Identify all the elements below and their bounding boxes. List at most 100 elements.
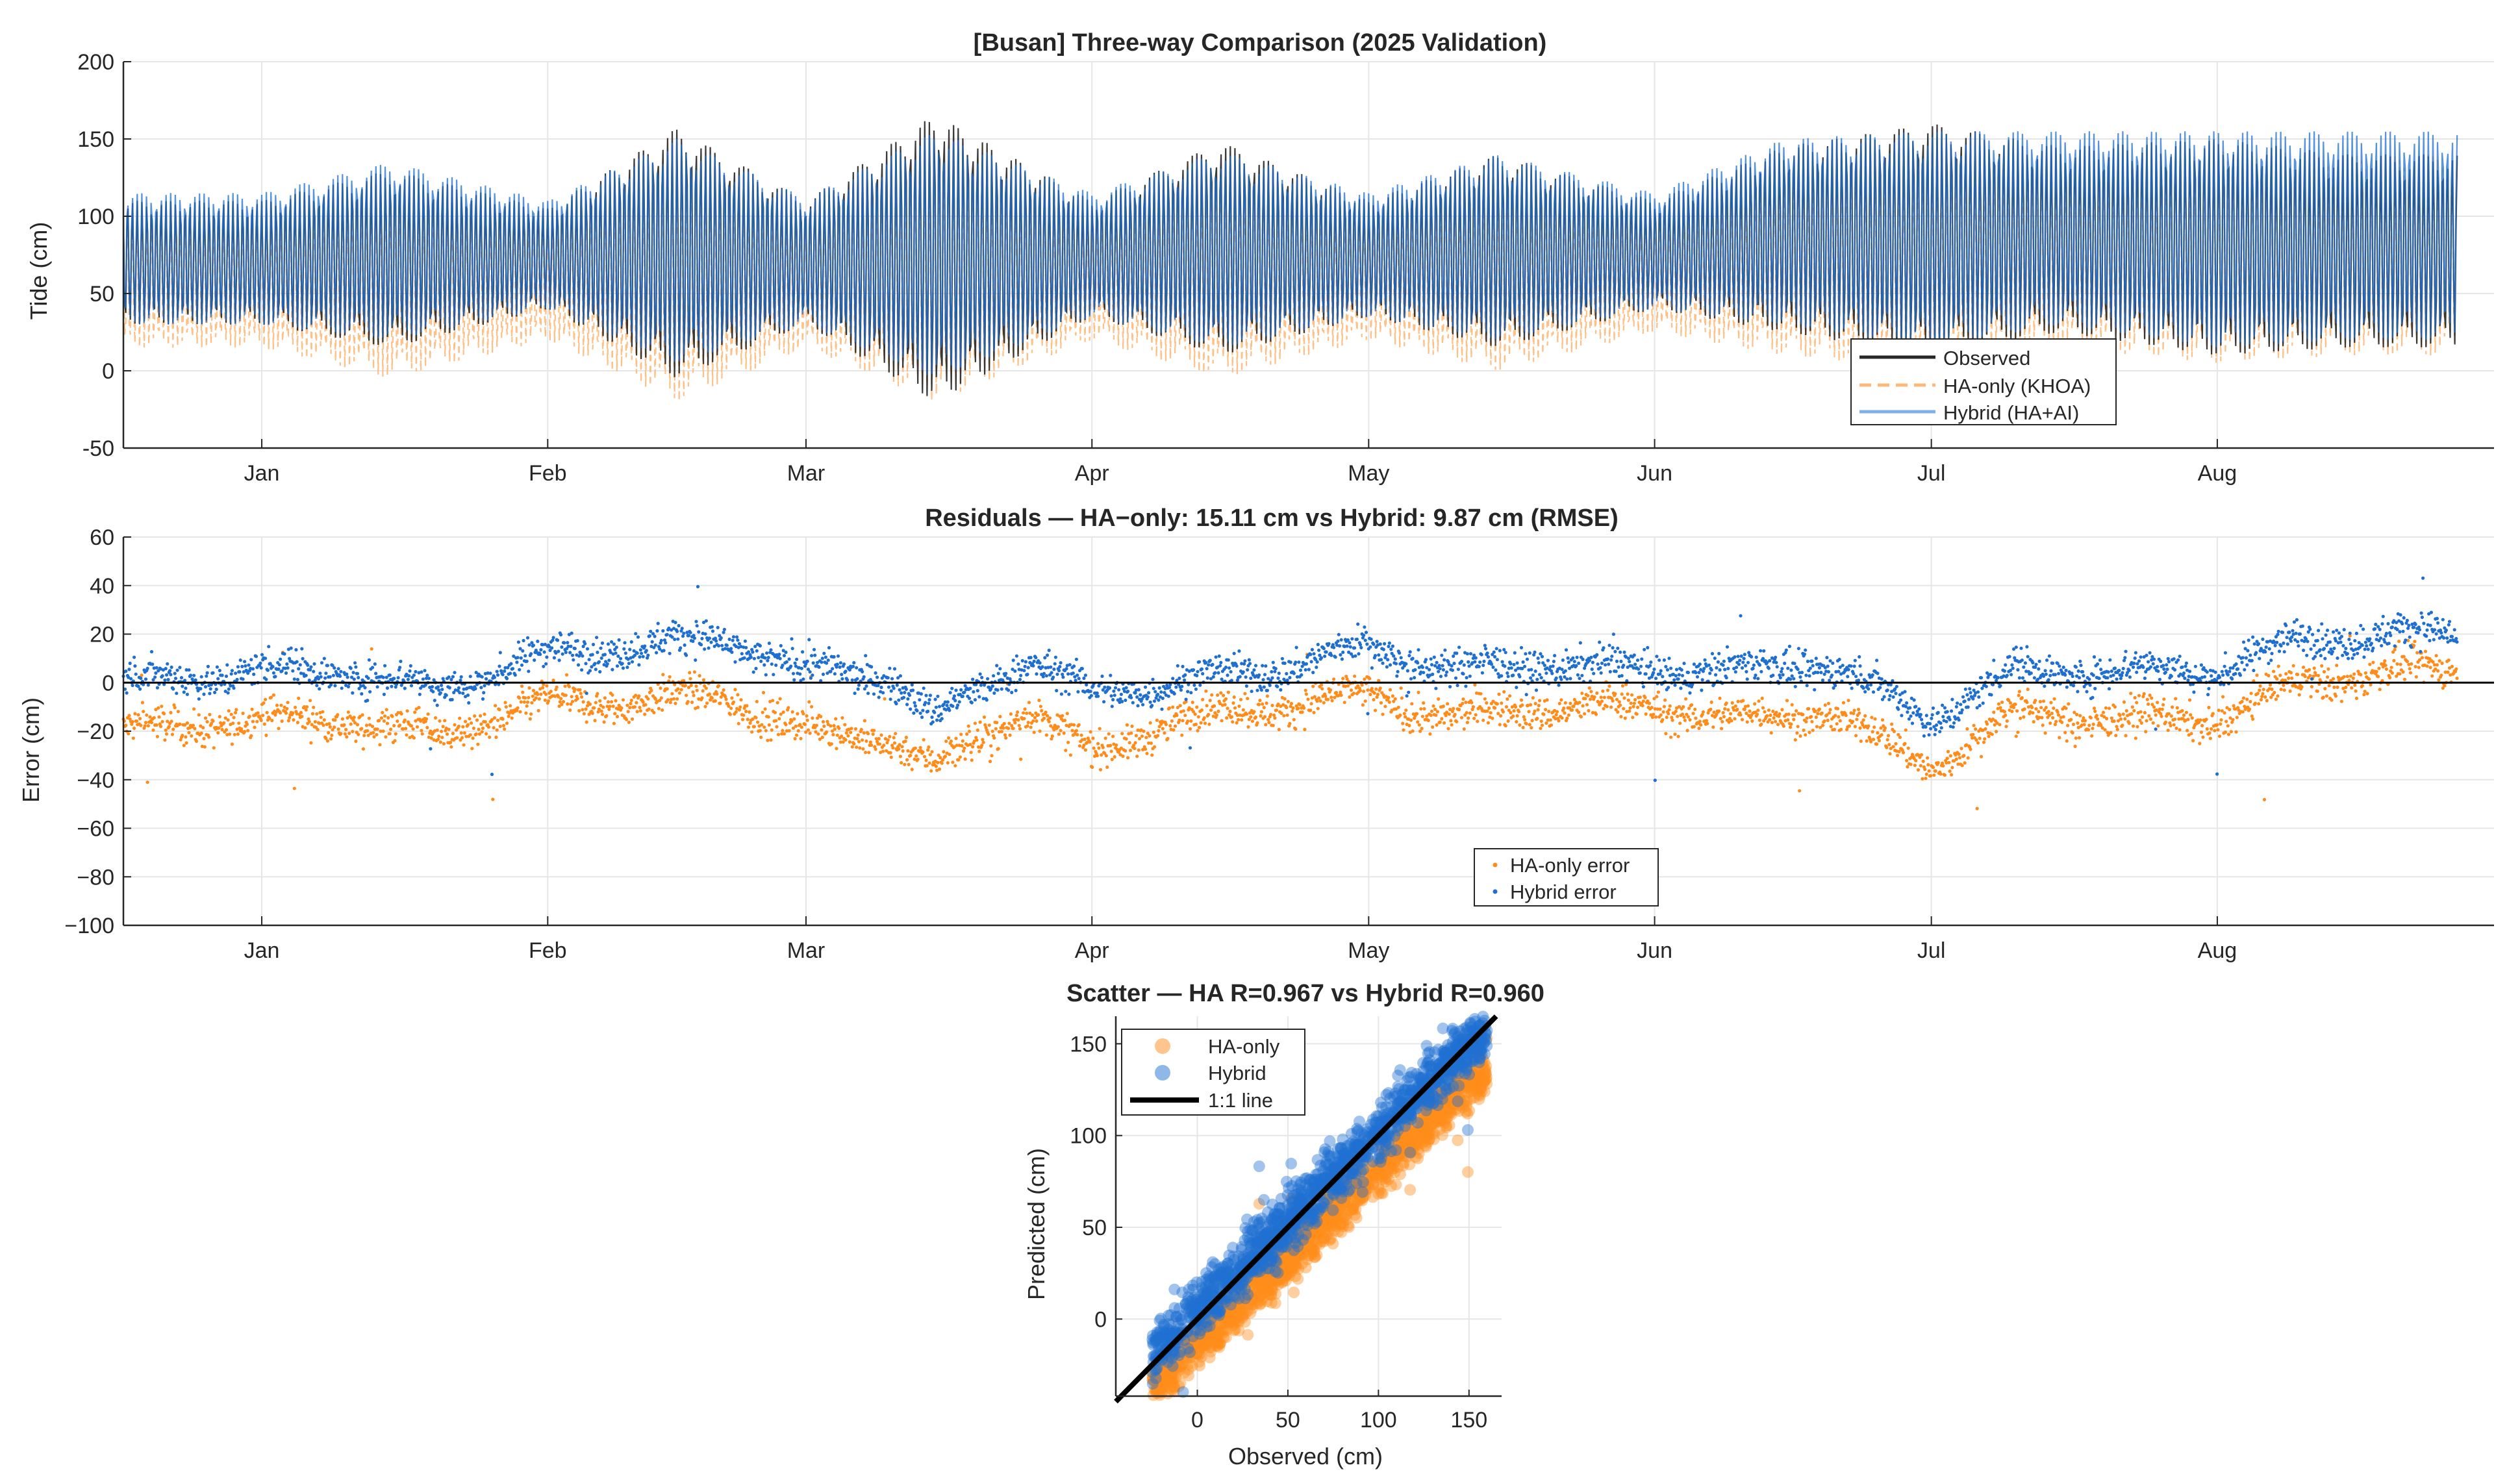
- residual-point-hybrid: [616, 654, 620, 658]
- residual-point-ha-only: [2186, 729, 2189, 732]
- residual-point-hybrid: [1682, 662, 1686, 666]
- residual-point-hybrid: [345, 672, 349, 676]
- residual-point-ha-only: [339, 732, 343, 736]
- residual-point-hybrid: [1828, 659, 1832, 663]
- residual-point-ha-only: [1686, 715, 1690, 719]
- residual-point-ha-only: [1709, 707, 1713, 711]
- residual-point-ha-only: [850, 745, 854, 749]
- residual-point-ha-only: [237, 721, 241, 725]
- residual-point-ha-only: [2255, 673, 2259, 677]
- residual-point-hybrid: [1587, 658, 1591, 662]
- residual-point-hybrid: [568, 651, 572, 655]
- residual-point-ha-only: [2005, 719, 2009, 723]
- residual-point-hybrid: [1089, 690, 1092, 694]
- residual-point-ha-only: [1504, 724, 1507, 728]
- residual-point-hybrid: [931, 720, 935, 724]
- residual-point-ha-only: [846, 734, 850, 738]
- residual-point-ha-only: [585, 720, 588, 724]
- residual-point-ha-only: [856, 733, 860, 737]
- residual-point-ha-only: [2264, 672, 2268, 676]
- residual-point-ha-only: [736, 693, 740, 697]
- residual-point-ha-only: [569, 702, 573, 706]
- residual-point-hybrid: [1450, 664, 1454, 668]
- residual-point-hybrid: [649, 644, 653, 649]
- residual-point-hybrid: [157, 669, 160, 673]
- residual-point-ha-only: [605, 705, 609, 708]
- residual-point-ha-only: [641, 700, 645, 704]
- residual-point-ha-only: [345, 735, 349, 739]
- residual-point-ha-only: [2401, 670, 2405, 674]
- residual-point-ha-only: [2148, 717, 2152, 721]
- residual-point-ha-only: [1398, 713, 1402, 717]
- residual-point-ha-only: [1091, 736, 1095, 740]
- residual-point-hybrid: [160, 674, 164, 678]
- residual-point-ha-only: [1377, 679, 1381, 682]
- residual-point-ha-only: [509, 704, 512, 708]
- residual-point-ha-only: [2343, 690, 2347, 694]
- residual-point-ha-only: [1072, 723, 1076, 727]
- residual-point-hybrid: [1744, 664, 1748, 668]
- residual-point-ha-only: [2217, 708, 2221, 712]
- residual-point-ha-only: [795, 733, 799, 737]
- residual-point-hybrid: [331, 673, 335, 677]
- residual-point-ha-only: [1215, 713, 1218, 717]
- residual-point-ha-only: [1044, 733, 1048, 737]
- residual-point-hybrid: [1552, 660, 1556, 664]
- residual-point-ha-only: [1808, 731, 1811, 734]
- residual-point-hybrid: [1796, 668, 1800, 671]
- residual-point-ha-only: [494, 704, 498, 708]
- residual-point-hybrid: [242, 670, 246, 674]
- residual-point-ha-only: [1205, 704, 1209, 708]
- residual-point-ha-only: [1231, 701, 1235, 705]
- residual-point-hybrid: [1519, 645, 1524, 650]
- residual-point-hybrid: [1261, 678, 1265, 682]
- residual-point-ha-only: [1249, 715, 1253, 719]
- residual-point-ha-only: [1570, 708, 1574, 712]
- residual-point-hybrid: [890, 677, 894, 681]
- residual-point-ha-only: [1496, 712, 1500, 716]
- residual-point-ha-only: [1258, 699, 1262, 703]
- residual-point-ha-only: [164, 728, 168, 732]
- residual-point-hybrid: [229, 672, 233, 676]
- residual-point-hybrid: [1131, 701, 1135, 705]
- residual-point-ha-only: [172, 703, 176, 707]
- residual-point-ha-only: [1767, 708, 1770, 712]
- residual-point-hybrid: [1208, 658, 1212, 662]
- residual-point-hybrid: [329, 683, 333, 687]
- residual-point-ha-only: [1109, 749, 1113, 753]
- residual-point-ha-only: [1111, 734, 1115, 738]
- residual-point-ha-only: [843, 723, 847, 727]
- residual-point-hybrid: [566, 641, 570, 645]
- residual-point-ha-only: [2274, 697, 2278, 701]
- residual-point-ha-only: [191, 723, 195, 727]
- residual-point-hybrid: [688, 631, 692, 634]
- residual-point-ha-only: [2059, 716, 2063, 719]
- residual-point-ha-only: [1903, 742, 1907, 745]
- residual-point-ha-only: [346, 710, 351, 714]
- residual-point-hybrid: [1280, 657, 1284, 660]
- residual-point-ha-only: [321, 723, 325, 727]
- residual-point-ha-only: [652, 710, 656, 714]
- residual-point-ha-only: [748, 721, 752, 725]
- residual-point-hybrid: [183, 679, 187, 682]
- residual-point-hybrid: [1515, 686, 1518, 690]
- residual-point-ha-only: [1563, 711, 1567, 715]
- residual-point-hybrid: [956, 703, 960, 707]
- residual-point-hybrid: [935, 718, 939, 722]
- residual-point-ha-only: [1643, 695, 1647, 699]
- residual-point-ha-only: [1497, 692, 1501, 696]
- residual-point-ha-only: [304, 708, 308, 712]
- residual-point-ha-only: [527, 686, 531, 690]
- residual-point-ha-only: [1476, 719, 1480, 723]
- residual-point-ha-only: [764, 729, 768, 732]
- tide-axes: [122, 61, 2494, 449]
- residual-point-hybrid: [131, 683, 134, 688]
- residual-point-ha-only: [1701, 710, 1705, 714]
- residual-point-hybrid: [1654, 677, 1658, 681]
- residual-point-ha-only: [1518, 723, 1522, 727]
- residual-point-ha-only: [971, 745, 975, 749]
- residual-point-ha-only: [2190, 716, 2194, 720]
- residual-point-hybrid: [1492, 650, 1496, 654]
- residual-point-ha-only: [557, 695, 561, 699]
- residual-point-hybrid: [1852, 671, 1856, 675]
